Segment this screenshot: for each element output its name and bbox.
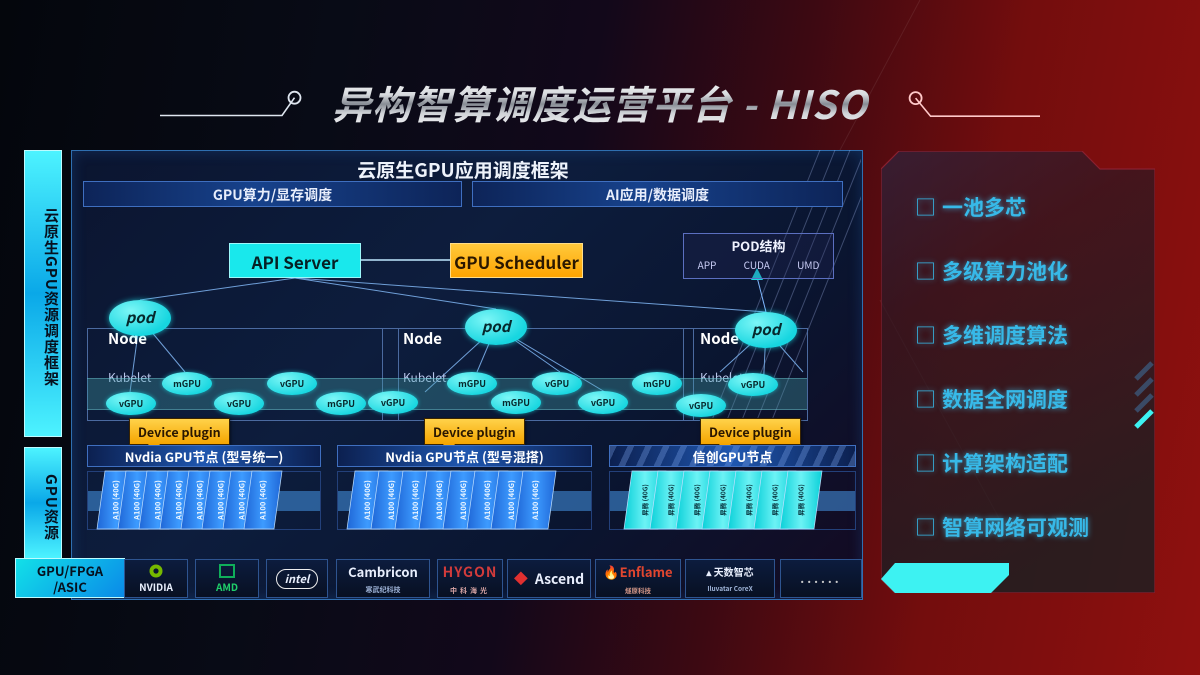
svg-text:A100 (40G): A100 (40G) — [530, 480, 541, 521]
svg-text:昇腾 (40G): 昇腾 (40G) — [692, 484, 702, 516]
svg-text:昇腾 (40G): 昇腾 (40G) — [666, 484, 676, 516]
svg-text:A100 (40G): A100 (40G) — [258, 480, 269, 521]
svg-text:A100 (40G): A100 (40G) — [482, 480, 493, 521]
svg-text:A100 (40G): A100 (40G) — [362, 480, 373, 521]
svg-text:昇腾 (40G): 昇腾 (40G) — [718, 484, 728, 516]
svg-text:A100 (40G): A100 (40G) — [434, 480, 445, 521]
svg-text:A100 (40G): A100 (40G) — [386, 480, 397, 521]
svg-text:昇腾 (40G): 昇腾 (40G) — [770, 484, 780, 516]
svg-text:昇腾 (40G): 昇腾 (40G) — [744, 484, 754, 516]
svg-text:A100 (40G): A100 (40G) — [410, 480, 421, 521]
svg-text:A100 (40G): A100 (40G) — [506, 480, 517, 521]
svg-text:昇腾 (40G): 昇腾 (40G) — [796, 484, 806, 516]
svg-text:A100 (40G): A100 (40G) — [458, 480, 469, 521]
svg-text:昇腾 (40G): 昇腾 (40G) — [640, 484, 650, 516]
